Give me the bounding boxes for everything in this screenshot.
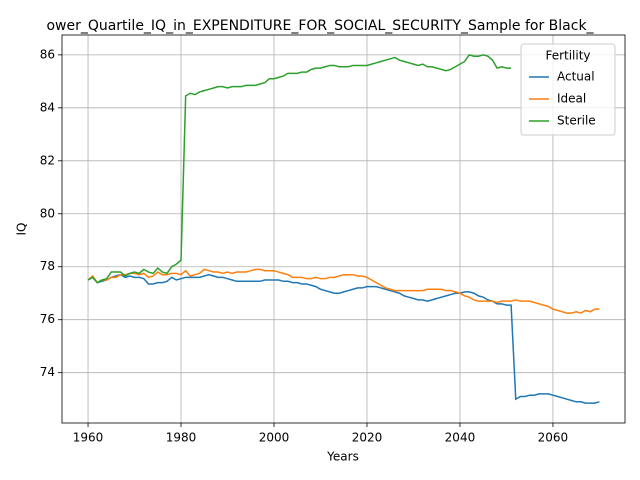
x-tick-label: 1980 (166, 431, 197, 445)
line-series (87, 53, 512, 284)
y-tick-label: 78 (40, 259, 55, 273)
line-series (87, 268, 600, 314)
y-tick-label: 86 (40, 47, 55, 61)
legend-label: Actual (557, 70, 595, 84)
legend-label: Ideal (557, 92, 586, 106)
y-tick-label: 74 (40, 365, 55, 379)
x-tick-label: 2000 (259, 431, 290, 445)
legend-title: Fertility (545, 49, 590, 63)
y-tick-label: 82 (40, 153, 55, 167)
y-tick-label: 80 (40, 206, 55, 220)
legend: Fertility Actual Ideal Sterile (520, 43, 616, 136)
x-tick-label: 2060 (538, 431, 569, 445)
x-axis-label: Years (326, 450, 359, 464)
y-tick-label: 84 (40, 100, 55, 114)
y-axis-label: IQ (15, 223, 29, 236)
x-tick-label: 2020 (352, 431, 383, 445)
x-tick-label: 1960 (73, 431, 104, 445)
line-series (87, 273, 600, 404)
x-tick-label: 2040 (445, 431, 476, 445)
y-tick-label: 76 (40, 312, 55, 326)
legend-box (520, 43, 616, 136)
legend-label: Sterile (557, 114, 596, 128)
plot-frame (61, 34, 626, 424)
chart-title: ower_Quartile_IQ_in_EXPENDITURE_FOR_SOCI… (46, 18, 594, 34)
